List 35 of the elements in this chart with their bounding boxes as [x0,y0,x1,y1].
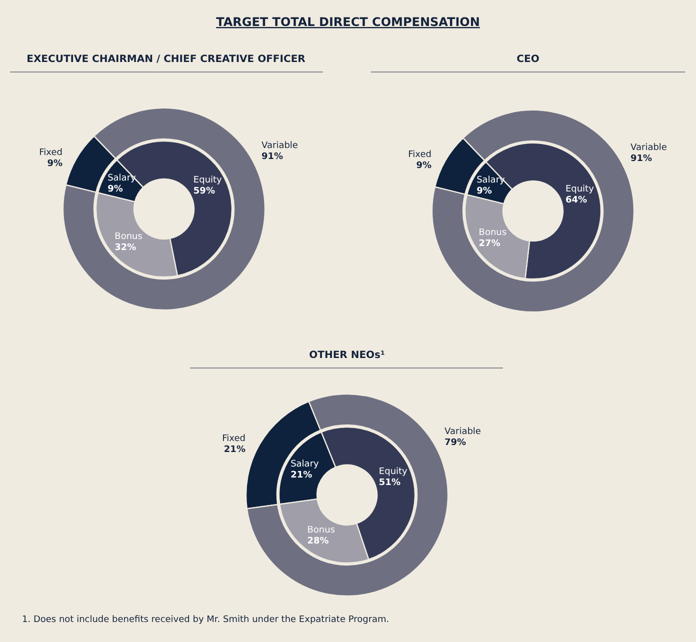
slice-label: Equity [378,466,408,477]
data-label: 79% [444,438,466,448]
slice-label: Bonus [478,228,507,238]
text: TARGET TOTAL DIRECT COMPENSATION [216,15,480,29]
data-label: 28% [307,536,329,547]
slice-label: Fixed [222,434,246,444]
data-label: 9% [476,186,492,196]
data-label: 21% [290,470,312,480]
slice-label: Fixed [39,148,62,158]
data-label: 32% [114,242,136,253]
data-label: 91% [630,154,652,164]
data-label: 51% [378,478,400,488]
slice-label: Variable [630,143,668,154]
text: 1. Does not include benefits received by Mr. Smith under the Expatriate Program. [22,615,390,625]
data-label: 9% [108,184,123,194]
chart-title: CEO [516,54,540,65]
slice-label: Bonus [307,526,336,536]
data-label: 9% [416,161,432,172]
slice-label: Variable [444,427,482,438]
data-label: 21% [224,445,246,456]
data-label: 91% [262,152,284,162]
data-label: 9% [47,159,62,170]
data-label: 27% [478,238,500,249]
slice-label: Equity [193,175,223,186]
slice-label: Salary [476,176,506,186]
slice-label: Salary [290,460,320,470]
chart-title: OTHER NEOs¹ [309,350,385,361]
data-label: 64% [565,195,587,206]
slice-label: Equity [565,184,595,194]
slice-label: Fixed [408,150,432,160]
slice-label: Salary [108,174,137,184]
data-label: 59% [193,186,215,196]
slice-label: Bonus [114,232,143,242]
chart-subtitle: EXECUTIVE CHAIRMAN / CHIEF CREATIVE OFFICER [26,54,306,65]
slice-label: Variable [262,141,298,152]
